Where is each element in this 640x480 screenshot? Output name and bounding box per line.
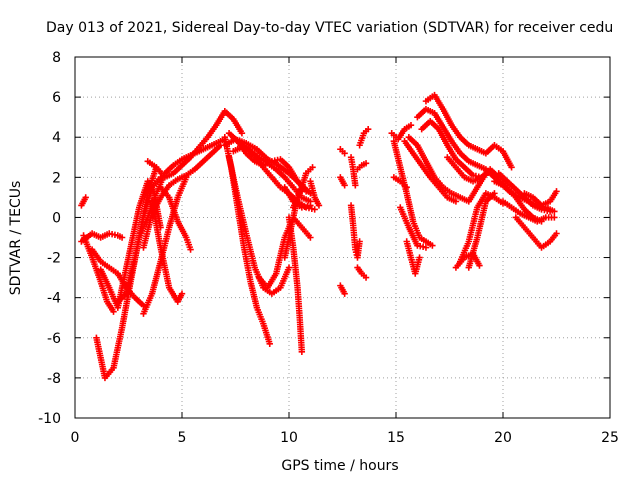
x-tick-label: 10: [280, 430, 298, 446]
x-axis-label: GPS time / hours: [281, 458, 398, 474]
y-tick-label: -4: [47, 291, 61, 307]
series-s40: [405, 134, 490, 205]
series-s30: [347, 154, 359, 189]
data-point: [178, 290, 186, 297]
y-tick-label: 2: [52, 170, 61, 186]
data-point: [491, 190, 498, 197]
data-point: [110, 308, 117, 315]
series-s12: [157, 184, 194, 253]
series-s32: [354, 160, 370, 173]
x-tick-label: 25: [601, 430, 619, 446]
series-s29: [347, 202, 363, 261]
series-s37: [397, 204, 430, 251]
axis-ticks: [74, 56, 611, 419]
data-point: [416, 254, 423, 261]
data-point: [508, 164, 515, 171]
series-s22: [285, 214, 306, 356]
data-point: [266, 340, 273, 347]
data-point: [118, 234, 126, 241]
grid-lines: [75, 57, 610, 418]
series-s8: [140, 142, 224, 251]
data-point: [238, 130, 246, 137]
data-point: [187, 246, 194, 253]
series-s23: [290, 164, 316, 211]
data-point: [553, 230, 560, 237]
data-point: [315, 202, 323, 209]
data-point: [452, 198, 460, 205]
series-s27: [337, 174, 348, 189]
data-point: [362, 160, 370, 167]
series-s1: [78, 194, 89, 209]
series-s13: [136, 136, 228, 241]
x-tick-labels: 0 5 10 15 20 25: [71, 430, 619, 446]
chart-title: Day 013 of 2021, Sidereal Day-to-day VTE…: [46, 20, 613, 36]
data-point: [364, 126, 372, 133]
series-s49: [495, 170, 554, 215]
x-tick-label: 0: [71, 430, 80, 446]
y-tick-labels: 8 6 4 2 0 -2 -4 -6 -8 -10: [38, 50, 61, 427]
data-point: [422, 244, 430, 251]
series-s39: [401, 138, 460, 205]
data-point: [302, 188, 310, 195]
data-point: [298, 348, 306, 356]
data-point: [546, 208, 554, 215]
series-s25: [307, 178, 323, 209]
x-tick-label: 5: [178, 430, 187, 446]
data-point: [341, 290, 348, 297]
series-s36: [388, 121, 415, 143]
data-point: [311, 206, 318, 213]
series-s24: [281, 184, 314, 211]
data-point: [407, 121, 415, 129]
data-point: [538, 218, 545, 225]
series-s31: [354, 264, 370, 281]
data-point: [285, 264, 293, 271]
data-point: [476, 262, 483, 269]
series-s17: [234, 138, 310, 195]
series-s10: [140, 174, 190, 317]
y-tick-label: 6: [52, 90, 61, 106]
series-s47: [465, 190, 498, 271]
data-point: [429, 242, 436, 249]
y-tick-label: 0: [52, 210, 61, 226]
y-tick-label: -2: [47, 251, 61, 267]
data-point: [341, 150, 348, 157]
data-point: [82, 194, 89, 201]
y-axis-label: SDTVAR / TECUs: [8, 181, 24, 296]
series-s51: [512, 214, 560, 251]
series-s3: [80, 232, 117, 315]
data-point: [307, 234, 314, 241]
series-s38: [403, 238, 423, 277]
x-tick-label: 15: [387, 430, 405, 446]
data-point: [309, 164, 316, 171]
plot-frame: [74, 56, 611, 419]
x-tick-label: 20: [494, 430, 512, 446]
data-point: [553, 188, 560, 195]
series-s33: [356, 126, 372, 149]
data-point: [551, 214, 558, 221]
data-point: [352, 182, 359, 189]
y-tick-label: 4: [52, 130, 61, 146]
y-tick-label: 8: [52, 50, 61, 66]
y-tick-label: -10: [38, 411, 61, 427]
y-tick-label: -6: [47, 331, 61, 347]
series-s53: [504, 184, 545, 225]
data-point: [356, 238, 363, 245]
series-s28: [337, 282, 348, 297]
data-point: [183, 174, 190, 181]
series-s35: [390, 138, 436, 249]
series-s26: [337, 146, 348, 157]
data-point: [362, 274, 370, 281]
data-points: [78, 91, 560, 382]
series-s42: [422, 91, 515, 171]
data-point: [341, 182, 348, 189]
y-tick-label: -8: [47, 371, 61, 387]
data-point: [307, 202, 314, 209]
series-s52: [521, 188, 560, 209]
